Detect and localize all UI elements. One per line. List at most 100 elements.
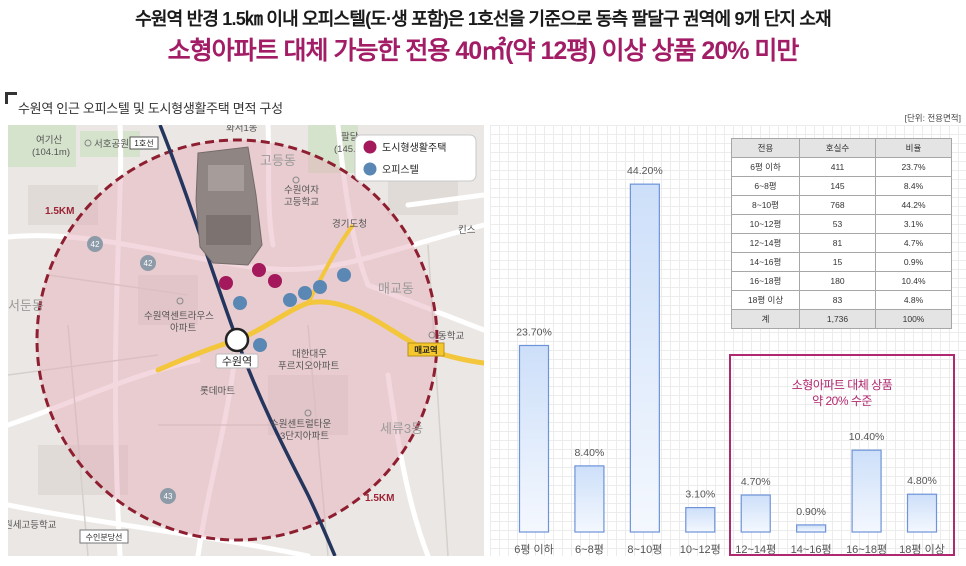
table-cell: 4.7% [875,233,952,253]
highlight-title: 소형아파트 대체 상품 [791,378,893,392]
main-road-yellow [306,223,355,304]
column-header: 비율 [875,138,952,158]
table-cell: 6~8평 [731,176,800,196]
table-row: 10~12평 53 3.1% [731,214,952,234]
suin-bundang-badge: 수인분당선 [79,529,129,544]
table-cell: 81 [799,233,876,253]
line1-rail [158,125,337,556]
road [8,222,484,272]
road [195,337,240,556]
road [67,324,89,556]
poi-icon [428,331,436,339]
urban-housing-marker [252,263,266,277]
table-cell: 10.4% [875,271,952,291]
bar-value-label: 23.70% [516,326,552,338]
road [307,324,329,556]
table-header-row: 전용 호실수 비율 [731,138,952,158]
place-label: 여기산 [36,134,62,146]
section-title: 수원역 인근 오피스텔 및 도시형생활주택 면적 구성 [18,101,283,116]
map: 42 42 43 화서1동 여기산 (104.1m) 서호공원 팔달 (145.… [8,125,484,556]
dong-label: 고등동 [260,153,296,168]
poi-icon [176,297,184,305]
dong-label: 세류3동 [380,421,423,436]
place-label: 대한대우 [292,349,327,360]
place-label: 화서1동 [226,125,258,134]
column-header: 전용 [731,138,800,158]
place-label: 원세고등학교 [8,520,57,531]
category-label: 12~14평 [735,543,776,556]
route-shield-icon [140,255,156,271]
road [265,125,276,248]
table-cell: 768 [799,195,876,215]
road [112,125,124,556]
legend-label: 오피스텔 [382,164,419,176]
bar [851,449,882,533]
table-cell: 12~14평 [731,233,800,253]
urban-housing-marker [268,274,282,288]
table-row: 16~18평 180 10.4% [731,271,952,291]
place-label: (145.5 [334,144,361,155]
place-label: 수원여자 [284,184,319,196]
table-cell: 1,736 [799,309,876,329]
place-label: 3단지아파트 [280,431,329,442]
bar [796,524,827,533]
bar-value-label: 0.90% [796,506,826,518]
category-label: 10~12평 [680,543,721,556]
badge-box [407,342,445,357]
bar [740,494,771,533]
bar-chart: 23.70% 6평 이하 8.40% 6~8평 44.20% 8~10평 3.10% 10~1… [514,165,945,556]
category-label: 14~16평 [791,543,832,556]
city-block [138,275,198,325]
headline: 수원역 반경 1.5㎞ 이내 오피스텔(도·생 포함)은 1호선을 기준으로 동… [135,9,832,29]
route-shield-icon [87,236,103,252]
place-label: 수원센트럴타운 [270,419,331,430]
poi-icon [84,139,92,147]
table-cell: 3.1% [875,214,952,234]
table-cell: 16~18평 [731,271,800,291]
table-cell: 180 [799,271,876,291]
legend-label: 도시형생활주택 [382,141,446,154]
officetel-markers [233,268,351,352]
category-label: 8~10평 [627,543,662,556]
badge-box [129,136,159,150]
category-label: 6~8평 [575,543,604,556]
bar [574,465,605,533]
highlight-box: 소형아파트 대체 상품 약 20% 수준 [729,354,955,556]
radius-label: 1.5KM [45,206,74,217]
road [47,274,189,296]
park-area [8,125,76,167]
urban-housing-marker [219,276,233,290]
table-row: 18평 이상 83 4.8% [731,290,952,310]
table-row: 14~16평 15 0.9% [731,252,952,272]
table-cell: 8~10평 [731,195,800,215]
station-building [195,146,263,266]
unit-label: [단위: 전용면적] [904,113,961,123]
table-row: 6평 이하 411 23.7% [731,157,952,177]
road [8,502,311,556]
road-network [8,125,484,556]
bar-value-label: 3.10% [685,489,715,501]
road [335,125,371,288]
bar-value-label: 8.40% [575,447,605,459]
badge-box [79,529,129,544]
officetel-marker [313,280,327,294]
map-legend: 도시형생활주택 오피스텔 [354,134,477,182]
category-label: 16~18평 [846,543,887,556]
city-block [38,445,128,495]
table-cell: 23.7% [875,157,952,177]
suwon-station: 수원역 [215,327,259,369]
urban-housing-markers [219,263,282,290]
table-cell: 411 [799,157,876,177]
table-cell: 83 [799,290,876,310]
bar [518,344,550,533]
table-total-row: 계 1,736 100% [731,309,952,329]
officetel-marker [233,296,247,310]
officetel-legend-dot [363,162,377,176]
table-cell: 18평 이상 [731,290,800,310]
route-number: 42 [91,240,100,249]
place-label: 롯데마트 [200,386,235,397]
route-42-shield: 42 [140,255,156,271]
road [385,372,431,556]
officetel-marker [337,268,351,282]
dong-label: 매교동 [378,281,414,296]
